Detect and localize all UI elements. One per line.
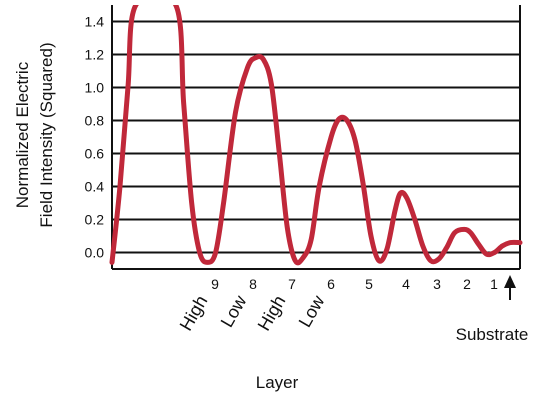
y-tick-label: 0.4 [85, 179, 105, 195]
layer-type-label: High [176, 292, 212, 334]
layer-number-label: 3 [433, 276, 441, 292]
y-tick-label: 0.2 [85, 212, 105, 228]
layer-type-label: Low [217, 291, 251, 330]
arrow-head [504, 275, 516, 288]
y-tick-label: 1.0 [85, 80, 105, 96]
y-tick-label: 0.6 [85, 146, 105, 162]
layer-number-label: 2 [463, 276, 471, 292]
layer-number-label: 6 [327, 276, 335, 292]
layer-type-label: High [254, 292, 290, 334]
y-tick-label: 1.2 [85, 47, 105, 63]
layer-number-label: 8 [249, 276, 257, 292]
y-tick-labels: 1.4 1.2 1.0 0.8 0.6 0.4 0.2 0.0 [85, 14, 105, 261]
layer-number-label: 4 [402, 276, 410, 292]
layer-number-label: 5 [365, 276, 373, 292]
y-tick-label: 1.4 [85, 14, 105, 30]
chart-text: Normalized Electric Field Intensity (Squ… [13, 42, 528, 392]
substrate-arrow-icon [504, 275, 516, 300]
layer-number-label: 1 [490, 276, 498, 292]
data-series [109, 5, 523, 266]
axes [111, 5, 521, 270]
layer-number-label: 9 [211, 276, 219, 292]
layer-number-label: 7 [288, 276, 296, 292]
y-tick-label: 0.8 [85, 113, 105, 129]
y-axis-label-line-1: Normalized Electric [13, 61, 32, 208]
intensity-curve [109, 5, 523, 266]
y-tick-label: 0.0 [85, 245, 105, 261]
x-axis-label: Layer [256, 373, 299, 392]
layer-type-label: Low [295, 291, 329, 330]
substrate-label: Substrate [456, 325, 529, 344]
y-axis-label-line-2: Field Intensity (Squared) [37, 42, 56, 227]
